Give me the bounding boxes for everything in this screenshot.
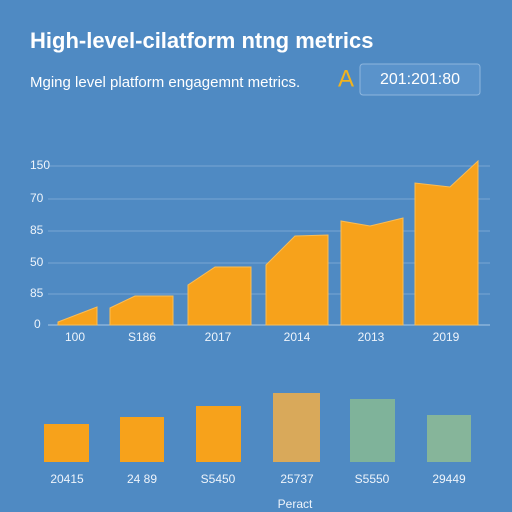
axis-label: 0 (34, 317, 41, 331)
column-label: 20415 (50, 472, 84, 486)
bar (427, 415, 471, 462)
column-label: 2017 (205, 330, 232, 344)
area-segment (340, 217, 404, 326)
subtitle: Mging level platform engagemnt metrics. (30, 74, 300, 91)
column-label: 100 (65, 330, 85, 344)
badge: 201:201:80 (380, 71, 460, 88)
column-label: 25737 (280, 472, 314, 486)
bar (120, 417, 164, 462)
bottom-chart: 20415 24 89 S5450 25737 S5550 29449 Pera… (44, 393, 471, 511)
area-segment (265, 234, 329, 326)
axis-label: 150 (30, 158, 50, 172)
bar (273, 393, 320, 462)
area-segment (109, 295, 174, 326)
column-label: S186 (128, 330, 156, 344)
column-label: S5450 (201, 472, 236, 486)
area-segment (57, 306, 98, 326)
column-label: S5550 (355, 472, 390, 486)
badge-box (359, 63, 481, 96)
top-chart: 150 70 85 50 85 0 100 S186 2017 2014 201… (30, 158, 490, 344)
title: High-level-cilatform ntng metrics (30, 28, 374, 53)
bar (350, 399, 395, 462)
column-label: 2013 (358, 330, 385, 344)
bar (44, 424, 89, 462)
column-label: 2019 (433, 330, 460, 344)
axis-label: 85 (30, 223, 44, 237)
axis-label: 85 (30, 286, 44, 300)
area-segment (187, 266, 252, 326)
icon: A (338, 65, 354, 92)
column-label: 29449 (432, 472, 466, 486)
column-label: 2014 (284, 330, 311, 344)
axis-label: 50 (30, 255, 44, 269)
axis-label: 70 (30, 191, 44, 205)
footer: Peract (278, 497, 313, 511)
bar (196, 406, 241, 462)
column-label: 24 89 (127, 472, 157, 486)
area-segment (414, 159, 479, 326)
